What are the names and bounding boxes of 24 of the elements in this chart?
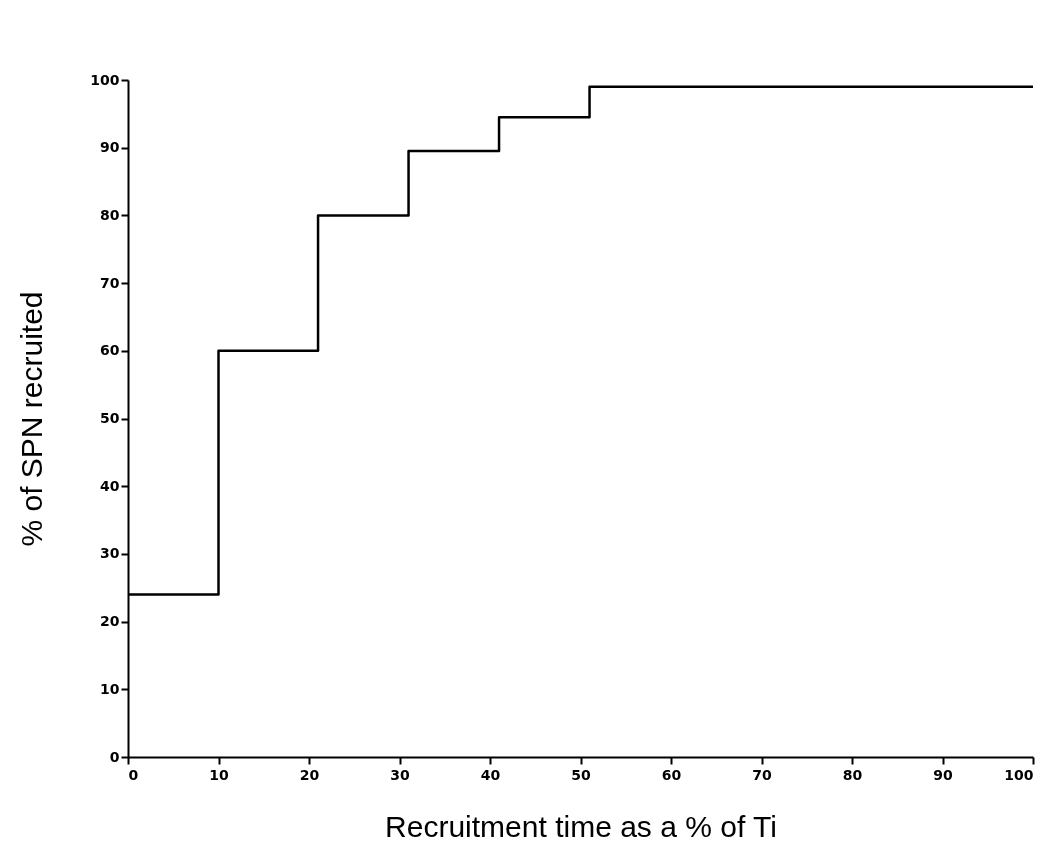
y-tick-label: 40 xyxy=(100,477,120,494)
x-tick-label: 80 xyxy=(842,766,863,783)
x-tick-label: 30 xyxy=(390,766,410,783)
y-axis-title: % of SPN recruited xyxy=(15,291,49,547)
y-tick-label: 50 xyxy=(100,410,120,426)
x-tick-label: 20 xyxy=(299,766,320,783)
y-tick-label: 80 xyxy=(100,206,120,223)
x-tick-label: 0 xyxy=(128,766,139,783)
x-tick-label: 60 xyxy=(661,766,682,783)
y-tick-label: 20 xyxy=(100,613,120,630)
y-tick-label: 0 xyxy=(109,748,120,765)
y-tick-label: 100 xyxy=(90,71,120,88)
x-tick-label: 100 xyxy=(1004,766,1034,783)
x-tick-label: 50 xyxy=(571,766,591,783)
x-tick-label: 70 xyxy=(752,766,772,783)
x-axis-title: Recruitment time as a % of Ti xyxy=(385,809,777,843)
y-tick-label: 30 xyxy=(100,545,120,562)
x-tick-label: 90 xyxy=(933,766,953,783)
x-tick-label: 10 xyxy=(209,766,229,783)
x-tick-label: 40 xyxy=(480,766,501,783)
y-tick-label: 90 xyxy=(100,139,120,156)
y-tick-label: 60 xyxy=(100,342,120,359)
y-tick-label: 10 xyxy=(100,680,120,697)
y-tick-label: 70 xyxy=(100,274,120,291)
